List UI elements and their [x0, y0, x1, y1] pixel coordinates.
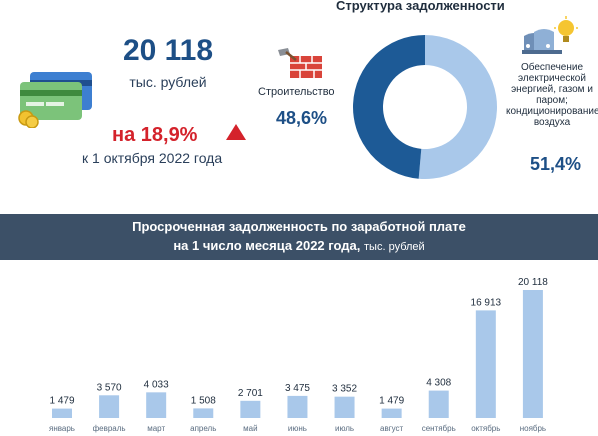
- change-percent: на 18,9%: [112, 124, 198, 146]
- bar-value-label: 4 033: [144, 379, 169, 390]
- structure-donut: [352, 35, 497, 179]
- bar-ноябрь: [522, 290, 543, 418]
- date-note: к 1 октября 2022 года: [82, 150, 223, 166]
- donut-segment-energy: [418, 35, 497, 179]
- category-label: ноябрь: [520, 424, 546, 433]
- segment-label-energy: Обеспечение электрической энергией, газо…: [506, 62, 598, 128]
- bar-май: [240, 400, 261, 418]
- bar-апрель: [193, 408, 214, 418]
- bar-value-label: 3 570: [97, 382, 122, 393]
- category-label: август: [380, 424, 404, 433]
- bar-value-label: 1 508: [191, 395, 216, 406]
- segment-label-energy-line: Обеспечение: [520, 62, 584, 73]
- bar-value-label: 20 118: [518, 277, 548, 288]
- bar-февраль: [99, 395, 120, 418]
- category-label: июль: [335, 424, 354, 433]
- structure-title: Структура задолженности: [336, 0, 505, 13]
- segment-label-energy-line: воздуха: [533, 117, 571, 128]
- segment-label-construction: Строительство: [258, 86, 335, 98]
- credit-cards-icon: [18, 72, 92, 128]
- overdue-wages-bar-chart: 1 479 январь 3 570 февраль 4 033 март 1 508 апр…: [49, 277, 548, 433]
- bar-август: [381, 408, 402, 418]
- segment-label-energy-line: кондиционирование: [506, 106, 598, 117]
- bar-сентябрь: [428, 390, 449, 418]
- chart-title-line2: на 1 число месяца 2022 года, тыс. рублей: [0, 238, 598, 253]
- bar-value-label: 1 479: [49, 396, 74, 407]
- bar-октябрь: [475, 310, 496, 418]
- bar-июль: [334, 396, 355, 418]
- category-label: январь: [49, 424, 75, 433]
- top-section: 20 118 тыс. рублей на 18,9% к 1 октября …: [0, 0, 598, 210]
- segment-percent-energy: 51,4%: [530, 154, 582, 174]
- segment-percent-construction: 48,6%: [276, 108, 328, 128]
- bar-июнь: [287, 395, 308, 418]
- category-label: сентябрь: [422, 424, 456, 433]
- power-plant-icon: [522, 16, 578, 54]
- brick-wall-icon: [278, 48, 322, 78]
- category-label: апрель: [190, 424, 216, 433]
- bar-value-label: 1 479: [379, 396, 404, 407]
- increase-arrow-icon: [226, 124, 246, 140]
- segment-label-energy-line: паром;: [536, 95, 568, 106]
- chart-title-line1: Просроченная задолженность по заработной…: [132, 219, 466, 234]
- segment-label-energy-line: энергией, газом и: [511, 84, 593, 95]
- bar-value-label: 16 913: [471, 297, 502, 308]
- chart-title-line2-text: на 1 число месяца 2022 года,: [173, 238, 361, 253]
- bar-value-label: 4 308: [426, 378, 451, 389]
- bar-value-label: 3 475: [285, 383, 310, 394]
- total-debt-units: тыс. рублей: [129, 74, 207, 90]
- chart-title-unit: тыс. рублей: [364, 241, 425, 253]
- bar-март: [146, 392, 167, 418]
- segment-label-energy-line: электрической: [518, 73, 586, 84]
- category-label: октябрь: [471, 424, 500, 433]
- category-label: июнь: [288, 424, 307, 433]
- bar-value-label: 2 701: [238, 388, 263, 399]
- chart-title-banner: Просроченная задолженность по заработной…: [0, 214, 598, 260]
- category-label: март: [147, 424, 165, 433]
- bar-value-label: 3 352: [332, 384, 357, 395]
- category-label: февраль: [93, 424, 126, 433]
- category-label: май: [243, 424, 257, 433]
- total-debt-value: 20 118: [122, 34, 214, 67]
- donut-segment-construction: [352, 35, 425, 179]
- bar-январь: [52, 408, 72, 418]
